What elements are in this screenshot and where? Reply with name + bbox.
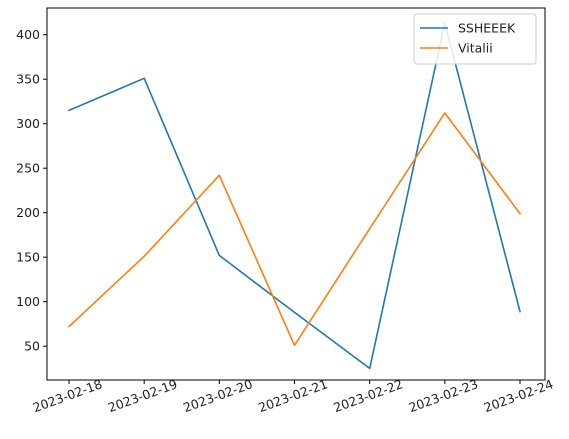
x-tick-label: 2023-02-18 bbox=[31, 376, 104, 415]
x-tick-label: 2023-02-22 bbox=[331, 376, 404, 415]
y-tick-label: 50 bbox=[24, 339, 40, 354]
y-tick-label: 100 bbox=[16, 294, 40, 309]
y-tick-label: 400 bbox=[16, 27, 40, 42]
y-tick-label: 200 bbox=[16, 205, 40, 220]
legend: SSHEEEK Vitalii bbox=[414, 14, 536, 64]
x-axis: 2023-02-18 2023-02-19 2023-02-20 2023-02-21… bbox=[31, 376, 555, 415]
legend-label: Vitalii bbox=[458, 41, 493, 56]
x-tick-label: 2023-02-20 bbox=[181, 376, 254, 415]
x-tick-label: 2023-02-19 bbox=[106, 376, 179, 415]
x-tick-label: 2023-02-24 bbox=[482, 376, 555, 415]
y-tick-label: 150 bbox=[16, 250, 40, 265]
legend-label: SSHEEEK bbox=[458, 21, 516, 36]
x-tick-label: 2023-02-21 bbox=[256, 376, 329, 415]
y-tick-label: 250 bbox=[16, 161, 40, 176]
y-tick-label: 300 bbox=[16, 116, 40, 131]
y-tick-label: 350 bbox=[16, 72, 40, 87]
y-axis: 50 100 150 200 250 300 350 400 bbox=[16, 27, 47, 353]
x-tick-label: 2023-02-23 bbox=[407, 376, 480, 415]
